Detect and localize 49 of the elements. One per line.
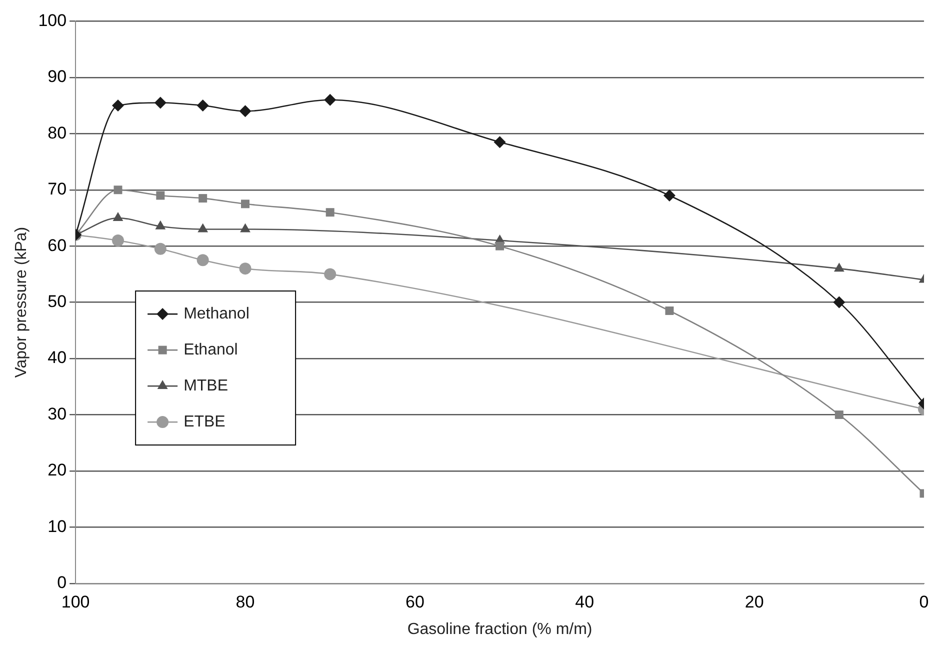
point xyxy=(198,223,208,232)
y-tick-label: 60 xyxy=(48,236,67,255)
y-tick-label: 30 xyxy=(48,404,67,424)
x-tick-label: 100 xyxy=(61,592,90,612)
point xyxy=(155,220,166,230)
x-tick-label: 0 xyxy=(919,592,929,612)
point xyxy=(112,234,124,246)
y-tick-label: 70 xyxy=(48,180,67,199)
point xyxy=(198,194,208,203)
x-axis-title: Gasoline fraction (% m/m) xyxy=(407,620,592,638)
y-tick-label: 0 xyxy=(57,573,67,592)
y-tick-label: 80 xyxy=(48,123,67,142)
y-axis-title: Vapor pressure (kPa) xyxy=(13,226,30,378)
point xyxy=(196,100,209,112)
legend-label: Ethanol xyxy=(184,341,238,358)
point xyxy=(114,186,122,194)
legend-label: MTBE xyxy=(184,377,228,394)
point xyxy=(833,296,846,308)
point xyxy=(324,94,336,106)
point xyxy=(112,212,124,221)
point xyxy=(196,254,209,266)
point xyxy=(834,262,844,272)
point xyxy=(494,136,506,148)
legend-label: ETBE xyxy=(184,413,226,430)
point xyxy=(154,96,166,109)
x-tick-label: 40 xyxy=(575,592,594,612)
point xyxy=(112,100,124,112)
point xyxy=(665,306,674,315)
y-tick-label: 10 xyxy=(48,516,67,536)
y-tick-label: 50 xyxy=(48,292,67,311)
point xyxy=(156,191,165,200)
y-tick-label: 100 xyxy=(38,10,67,30)
y-tick-label: 40 xyxy=(48,348,67,368)
point xyxy=(240,223,250,232)
point xyxy=(834,410,844,419)
point xyxy=(326,208,334,217)
point xyxy=(496,242,504,250)
point xyxy=(239,262,252,275)
x-tick-label: 80 xyxy=(236,592,255,612)
point xyxy=(154,242,166,255)
legend-label: Methanol xyxy=(184,305,250,322)
point xyxy=(241,200,250,208)
x-tick-label: 20 xyxy=(744,592,764,612)
y-tick-label: 90 xyxy=(48,67,67,86)
point xyxy=(324,268,336,280)
point xyxy=(663,189,676,202)
x-tick-label: 60 xyxy=(405,592,424,612)
y-tick-label: 20 xyxy=(48,460,67,480)
point xyxy=(239,105,252,118)
